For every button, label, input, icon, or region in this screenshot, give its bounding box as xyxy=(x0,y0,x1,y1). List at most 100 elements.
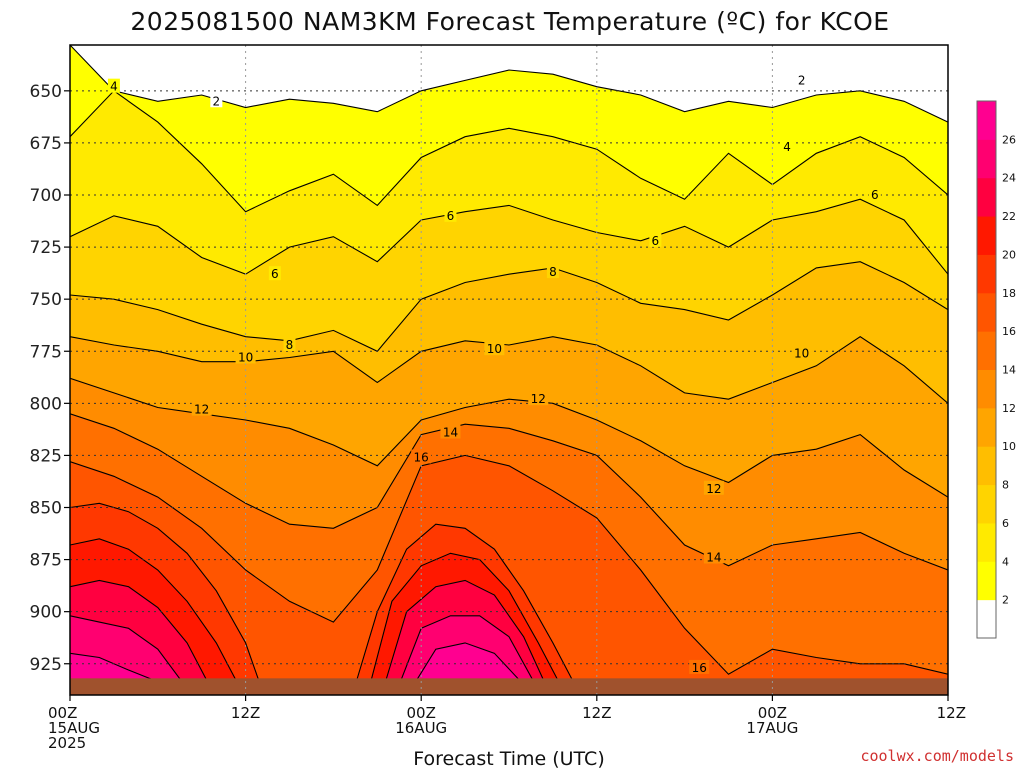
y-tick-label-850: 850 xyxy=(30,499,62,519)
y-tick-label-700: 700 xyxy=(30,186,62,206)
y-tick-label-725: 725 xyxy=(30,238,62,258)
contour-label-17: 14 xyxy=(703,549,724,565)
colorbar-frame xyxy=(976,100,997,639)
grid-lines xyxy=(70,45,948,695)
contour-line-10-4 xyxy=(70,336,948,404)
contour-label-text-9: 8 xyxy=(286,338,294,352)
colorbar-swatch-4 xyxy=(977,446,996,486)
credit-text: coolwx.com/models xyxy=(860,747,1014,765)
contour-label-10: 10 xyxy=(235,349,256,365)
contour-line-22-10 xyxy=(70,579,210,685)
colorbar-tick-24: 24 xyxy=(1002,172,1016,185)
contour-label-bg-13 xyxy=(191,401,212,416)
x-tick-label-12-0: 12Z xyxy=(231,704,260,722)
contour-label-text-7: 6 xyxy=(271,267,279,281)
contour-label-9: 8 xyxy=(283,337,296,352)
contour-label-bg-8 xyxy=(546,264,559,279)
contour-label-bg-16 xyxy=(440,424,461,439)
contour-label-text-8: 8 xyxy=(549,265,557,279)
contour-label-15: 12 xyxy=(703,480,724,496)
x-tick-label-0-1: 15AUG xyxy=(48,719,100,737)
colorbar-swatch-8 xyxy=(977,292,996,332)
colorbar-swatch-1 xyxy=(977,561,996,601)
colorbar-swatch-2 xyxy=(977,522,996,562)
contour-label-text-5: 6 xyxy=(652,234,660,248)
contour-label-bg-3 xyxy=(781,139,794,154)
contour-labels: 4 2 2 4 6 6 6 6 8 8 10 10 10 12 12 12 14 14 16 16 xyxy=(107,72,881,675)
x-tick-label-60-0: 12Z xyxy=(937,704,966,722)
contour-label-8: 8 xyxy=(546,264,559,279)
x-tick-label-0-2: 2025 xyxy=(48,734,86,752)
contour-label-text-10: 10 xyxy=(238,351,253,365)
x-tick-label-24-0: 00Z xyxy=(407,704,436,722)
contour-label-1: 2 xyxy=(210,93,223,108)
plot-frame xyxy=(69,44,949,696)
colorbar-tick-18: 18 xyxy=(1002,287,1016,300)
contour-label-bg-1 xyxy=(210,93,223,108)
contour-label-text-12: 10 xyxy=(794,346,809,360)
contour-label-2: 2 xyxy=(795,72,808,87)
colorbar-tick-22: 22 xyxy=(1002,210,1016,223)
y-tick-label-650: 650 xyxy=(30,82,62,102)
contour-label-text-17: 14 xyxy=(706,551,721,565)
contour-label-text-3: 4 xyxy=(783,140,791,154)
x-tick-label-36-0: 12Z xyxy=(582,704,611,722)
contour-line-6-2 xyxy=(70,198,948,275)
contour-label-bg-14 xyxy=(528,391,549,406)
contour-line-20-9 xyxy=(70,538,239,685)
y-tick-label-675: 675 xyxy=(30,134,62,154)
colorbar-swatch-11 xyxy=(977,177,996,217)
contour-line-12-5 xyxy=(70,377,948,498)
contour-line-24-11 xyxy=(70,615,185,685)
contour-lines xyxy=(70,45,948,686)
colorbar-tick-14: 14 xyxy=(1002,364,1016,377)
contour-label-19: 16 xyxy=(689,659,710,675)
contour-label-text-16: 14 xyxy=(443,426,458,440)
colorbar-swatch-9 xyxy=(977,254,996,294)
contour-label-7: 6 xyxy=(268,266,281,281)
contour-label-text-18: 16 xyxy=(414,451,429,465)
colorbar-swatch-7 xyxy=(977,331,996,370)
contour-label-11: 10 xyxy=(484,341,505,356)
colorbar-tick-12: 12 xyxy=(1002,402,1016,415)
x-tick-label-0-0: 00Z xyxy=(48,704,77,722)
y-tick-label-900: 900 xyxy=(30,603,62,623)
contour-label-text-0: 4 xyxy=(110,80,118,94)
contour-label-text-13: 12 xyxy=(194,403,209,417)
colorbar-tick-16: 16 xyxy=(1002,325,1016,338)
contour-label-14: 12 xyxy=(528,391,549,406)
contour-line-4-1 xyxy=(70,90,948,213)
contour-line-18-8 xyxy=(70,502,261,685)
contour-label-text-19: 16 xyxy=(692,661,707,675)
colorbar-tick-8: 8 xyxy=(1002,479,1009,492)
contour-label-bg-6 xyxy=(868,187,881,201)
y-tick-label-800: 800 xyxy=(30,394,62,414)
y-tick-label-775: 775 xyxy=(30,342,62,362)
contour-label-0: 4 xyxy=(107,78,120,94)
contour-line-14-6 xyxy=(70,413,948,571)
contour-label-18: 16 xyxy=(411,449,432,465)
temperature-fills xyxy=(70,45,948,695)
contour-label-bg-11 xyxy=(484,341,505,356)
y-tick-label-925: 925 xyxy=(30,655,62,675)
contour-label-16: 14 xyxy=(440,424,461,440)
colorbar-swatch-12 xyxy=(977,139,996,179)
colorbar-swatch-5 xyxy=(977,407,996,447)
contour-label-bg-19 xyxy=(689,659,710,674)
x-axis-label: Forecast Time (UTC) xyxy=(413,748,604,768)
terrain-band xyxy=(70,678,948,695)
contour-label-bg-12 xyxy=(791,345,812,360)
contour-label-5: 6 xyxy=(649,232,662,248)
contour-label-12: 10 xyxy=(791,345,812,360)
contour-line-18-13 xyxy=(354,523,576,685)
x-tick-label-48-1: 17AUG xyxy=(746,719,798,737)
colorbar-tick-6: 6 xyxy=(1002,517,1009,530)
y-axis: 650 675 700 725 750 775 800 825 850 875 900 925 xyxy=(30,82,70,675)
contour-line-16-7 xyxy=(70,454,948,675)
contour-label-6: 6 xyxy=(868,187,881,202)
x-tick-label-24-1: 16AUG xyxy=(395,719,447,737)
x-tick-label-48-0: 00Z xyxy=(758,704,787,722)
